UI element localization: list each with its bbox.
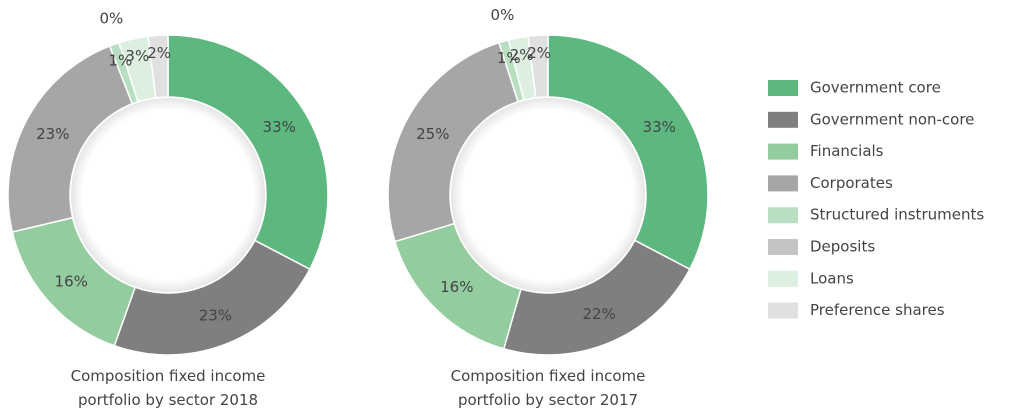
legend-swatch: [768, 175, 798, 192]
data-label: 2%: [527, 44, 551, 62]
pie-slice: [147, 34, 169, 99]
legend-label: Financials: [810, 142, 884, 160]
donut-hole: [71, 98, 265, 292]
data-label: 1%: [108, 52, 132, 70]
legend-label: Preference shares: [810, 301, 945, 319]
legend-swatch: [768, 207, 798, 224]
pie-slice: [547, 34, 709, 271]
legend-label: Corporates: [810, 174, 893, 192]
pie-slice: [387, 41, 519, 243]
data-label: 2%: [510, 46, 534, 64]
data-label: 33%: [643, 118, 676, 136]
data-label: 23%: [199, 307, 232, 325]
legend-swatch: [768, 143, 798, 160]
legend-label: Loans: [810, 269, 854, 287]
pie-slice: [167, 34, 329, 271]
data-label: 33%: [263, 118, 296, 136]
legend-swatch: [768, 80, 798, 96]
pie-slice: [113, 239, 311, 356]
chart-title: Composition fixed income portfolio by se…: [70, 367, 266, 409]
data-label: 16%: [55, 272, 88, 290]
legend-swatch: [768, 239, 798, 255]
donut-hole: [451, 98, 645, 292]
legend-swatch: [768, 270, 798, 287]
data-label: 3%: [125, 47, 149, 65]
legend-swatch: [768, 111, 798, 128]
legend-label: Deposits: [810, 238, 875, 256]
pie-slice: [527, 34, 549, 99]
data-label: 0%: [99, 9, 123, 27]
chart-title: Composition fixed income portfolio by se…: [450, 367, 646, 409]
legend-label: Government core: [810, 79, 941, 97]
data-label: 22%: [582, 305, 615, 323]
pie-slice: [7, 45, 134, 233]
legend-swatch: [768, 302, 798, 319]
data-label: 23%: [36, 125, 69, 143]
legend-label: Structured instruments: [810, 206, 984, 224]
data-label: 0%: [491, 6, 515, 24]
data-label: 1%: [497, 49, 521, 67]
data-label: 25%: [416, 125, 449, 143]
legend-label: Government non-core: [810, 110, 974, 128]
data-label: 16%: [440, 278, 473, 296]
data-label: 2%: [147, 44, 171, 62]
